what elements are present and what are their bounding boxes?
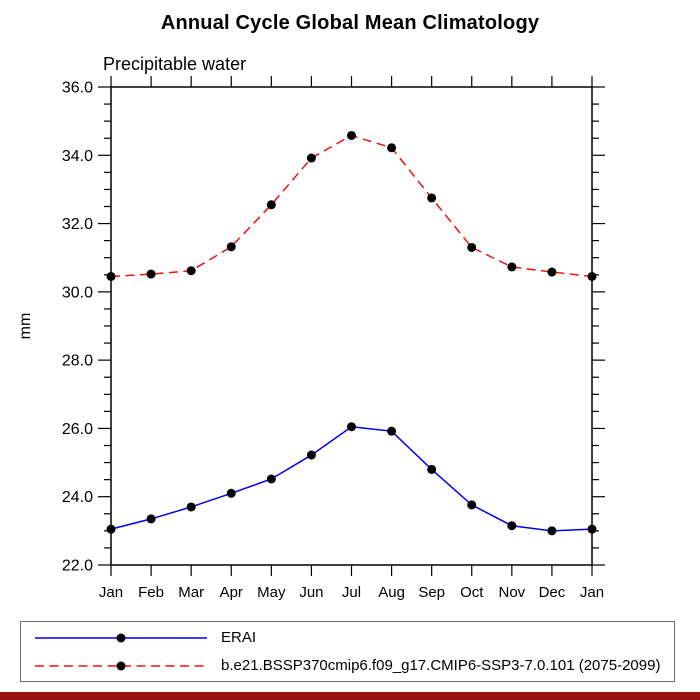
legend-box: ERAI b.e21.BSSP370cmip6.f09_g17.CMIP6-SS…: [20, 621, 675, 682]
data-point: [467, 242, 477, 252]
series-line-0: [110, 425, 593, 532]
legend-swatch-erai: [35, 633, 207, 642]
data-point: [347, 130, 356, 140]
data-point: [306, 153, 316, 163]
x-tick-label: Oct: [460, 584, 484, 601]
data-point: [186, 502, 196, 512]
data-point: [547, 267, 557, 277]
data-point: [507, 521, 517, 531]
y-tick-label: 24.0: [62, 489, 93, 506]
data-point: [226, 242, 236, 252]
x-tick-label: Mar: [178, 584, 204, 601]
series-1: [106, 130, 597, 281]
x-tick-label: Sep: [418, 584, 445, 601]
data-point: [266, 200, 276, 210]
legend-swatch-model: [35, 661, 207, 670]
data-point: [507, 262, 517, 272]
chart-subtitle: Precipitable water: [103, 54, 247, 74]
x-tick-label: Jan: [580, 584, 604, 601]
data-point: [226, 488, 236, 498]
data-point: [306, 450, 316, 460]
x-tick-label: May: [257, 584, 286, 601]
data-point: [547, 526, 557, 536]
series-0: [106, 422, 597, 536]
bottom-red-strip: [0, 692, 700, 700]
data-point: [427, 464, 437, 474]
data-point: [186, 266, 196, 276]
data-point: [587, 271, 597, 281]
x-tick-label: Apr: [220, 584, 243, 601]
y-axis-label: mm: [17, 313, 34, 340]
legend-label-erai: ERAI: [221, 629, 257, 646]
data-point: [467, 500, 477, 510]
axes: 22.0 24.0 26.0 28.0 30.0 32.0 34.0 36.0 Jan Feb Ma…: [17, 76, 605, 601]
data-point: [146, 514, 156, 524]
legend-item-model: b.e21.BSSP370cmip6.f09_g17.CMIP6-SSP3-7.…: [33, 653, 674, 679]
y-tick-label: 32.0: [62, 216, 93, 233]
y-tick-label: 22.0: [62, 558, 93, 575]
legend-item-erai: ERAI: [33, 625, 674, 651]
x-tick-label: Jul: [342, 584, 361, 601]
series-line-1: [110, 134, 593, 278]
y-tick-label: 28.0: [62, 353, 93, 370]
y-tick-label: 36.0: [62, 80, 93, 97]
data-point: [347, 422, 356, 432]
chart-title: Annual Cycle Global Mean Climatology: [160, 12, 540, 34]
data-point: [387, 426, 397, 436]
data-point: [266, 474, 276, 484]
data-point: [106, 524, 116, 534]
x-tick-label: Feb: [138, 584, 164, 601]
data-point: [587, 524, 597, 534]
data-point: [427, 193, 437, 203]
x-tick-label: Dec: [539, 584, 566, 601]
legend-label-model: b.e21.BSSP370cmip6.f09_g17.CMIP6-SSP3-7.…: [221, 657, 661, 674]
plot-area: 22.0 24.0 26.0 28.0 30.0 32.0 34.0 36.0 Jan Feb Ma…: [17, 76, 605, 601]
y-tick-label: 30.0: [62, 284, 93, 301]
x-tick-label: Jun: [299, 584, 323, 601]
data-point: [387, 143, 397, 153]
x-tick-label: Jan: [99, 584, 123, 601]
y-tick-label: 34.0: [62, 148, 93, 165]
data-point: [106, 271, 116, 281]
x-tick-label: Nov: [498, 584, 525, 601]
x-tick-label: Aug: [378, 584, 405, 601]
data-point: [146, 269, 156, 279]
y-tick-label: 26.0: [62, 421, 93, 438]
